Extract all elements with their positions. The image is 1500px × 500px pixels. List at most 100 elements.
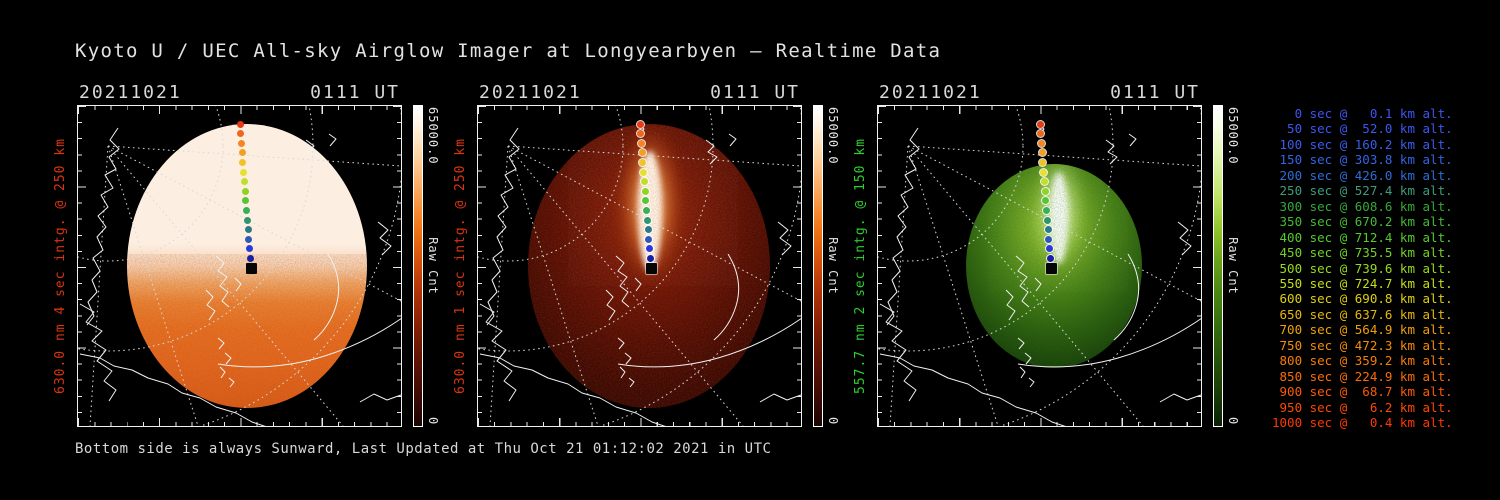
colorbar-title: Raw Cnt xyxy=(1226,237,1240,295)
tick-marks xyxy=(478,418,801,426)
trajectory-dot xyxy=(639,158,647,166)
trajectory-dot xyxy=(1042,197,1050,205)
colorbar-labels: 65000.0 Raw Cnt 0 xyxy=(1226,105,1242,427)
trajectory-dot xyxy=(1043,206,1051,214)
legend-entry: 500 sec @ 739.6 km alt. xyxy=(1272,260,1453,276)
trajectory-dot xyxy=(239,158,247,166)
colorbar xyxy=(813,105,823,427)
trajectory-dot xyxy=(242,197,250,205)
legend: 0 sec @ 0.1 km alt. 50 sec @ 52.0 km alt… xyxy=(1272,106,1453,431)
trajectory-dot xyxy=(1045,235,1053,243)
legend-entry: 350 sec @ 670.2 km alt. xyxy=(1272,214,1453,230)
trajectory-dot xyxy=(1040,178,1048,186)
tick-marks xyxy=(78,106,401,114)
trajectory-dot xyxy=(637,139,645,147)
trajectory-dot xyxy=(646,254,654,262)
wavelength-label: 557.7 nm 2 sec intg. @ 150 km xyxy=(853,138,868,394)
trajectory-dot xyxy=(1046,254,1054,262)
legend-entry: 250 sec @ 527.4 km alt. xyxy=(1272,183,1453,199)
allsky-image-frame xyxy=(877,105,1202,427)
panel-630nm-4sec: 20211021 0111 UT 630.0 nm 4 sec intg. @ … xyxy=(53,82,440,427)
colorbar-max: 65000.0 xyxy=(426,107,440,165)
colorbar-labels: 65000.0 Raw Cnt 0 xyxy=(426,105,442,427)
trajectory-dot xyxy=(1044,226,1052,234)
legend-entry: 850 sec @ 224.9 km alt. xyxy=(1272,368,1453,384)
trajectory-dot xyxy=(240,168,248,176)
allsky-image-frame xyxy=(477,105,802,427)
legend-entry: 450 sec @ 735.5 km alt. xyxy=(1272,245,1453,261)
legend-entry: 200 sec @ 426.0 km alt. xyxy=(1272,167,1453,183)
trajectory-dot xyxy=(637,130,645,138)
colorbar-max: 65000.0 xyxy=(826,107,840,165)
trajectory-dot xyxy=(246,254,254,262)
wavelength-label: 630.0 nm 4 sec intg. @ 250 km xyxy=(53,138,68,394)
trajectory-dot xyxy=(1037,139,1045,147)
tick-marks xyxy=(478,106,486,426)
allsky-image-5577nm-2sec xyxy=(878,106,1201,426)
panel-5577nm-2sec: 20211021 0111 UT 557.7 nm 2 sec intg. @ … xyxy=(853,82,1240,427)
legend-entry: 950 sec @ 6.2 km alt. xyxy=(1272,399,1453,415)
trajectory-dot xyxy=(1040,168,1048,176)
tick-marks xyxy=(878,106,1201,114)
panel-date: 20211021 xyxy=(879,82,982,103)
trajectory-dot xyxy=(636,120,644,128)
tick-marks xyxy=(878,106,886,426)
trajectory-dot xyxy=(1037,130,1045,138)
tick-marks xyxy=(78,418,401,426)
colorbar-min: 0 xyxy=(826,416,840,425)
trajectory-dot xyxy=(640,178,648,186)
legend-entry: 150 sec @ 303.8 km alt. xyxy=(1272,152,1453,168)
trajectory-dot xyxy=(243,206,251,214)
trajectory-dot xyxy=(245,235,253,243)
trajectory-dot xyxy=(244,226,252,234)
station-marker xyxy=(1045,262,1057,274)
trajectory-overlay xyxy=(478,106,801,426)
tick-marks xyxy=(1193,106,1201,426)
station-marker xyxy=(245,262,257,274)
trajectory-dot xyxy=(1043,216,1051,224)
station-marker xyxy=(645,262,657,274)
page-title: Kyoto U / UEC All-sky Airglow Imager at … xyxy=(75,40,942,62)
colorbar-title: Raw Cnt xyxy=(426,237,440,295)
legend-entry: 900 sec @ 68.7 km alt. xyxy=(1272,384,1453,400)
trajectory-dot xyxy=(644,226,652,234)
colorbar-min: 0 xyxy=(1226,416,1240,425)
panel-date: 20211021 xyxy=(479,82,582,103)
trajectory-dot xyxy=(238,149,246,157)
panel-time: 0111 UT xyxy=(710,82,800,103)
legend-entry: 700 sec @ 564.9 km alt. xyxy=(1272,322,1453,338)
trajectory-dot xyxy=(642,197,650,205)
tick-marks xyxy=(393,106,401,426)
trajectory-dot xyxy=(236,120,244,128)
trajectory-overlay xyxy=(78,106,401,426)
legend-entry: 550 sec @ 724.7 km alt. xyxy=(1272,275,1453,291)
trajectory-dot xyxy=(643,206,651,214)
panel-time: 0111 UT xyxy=(1110,82,1200,103)
trajectory-dot xyxy=(243,216,251,224)
colorbar-title: Raw Cnt xyxy=(826,237,840,295)
legend-entry: 400 sec @ 712.4 km alt. xyxy=(1272,229,1453,245)
panel-time: 0111 UT xyxy=(310,82,400,103)
colorbar-min: 0 xyxy=(426,416,440,425)
allsky-image-frame xyxy=(77,105,402,427)
colorbar xyxy=(1213,105,1223,427)
legend-entry: 50 sec @ 52.0 km alt. xyxy=(1272,121,1453,137)
trajectory-dot xyxy=(1041,187,1049,195)
tick-marks xyxy=(793,106,801,426)
trajectory-dot xyxy=(240,178,248,186)
legend-entry: 800 sec @ 359.2 km alt. xyxy=(1272,353,1453,369)
legend-entry: 750 sec @ 472.3 km alt. xyxy=(1272,337,1453,353)
trajectory-dot xyxy=(641,187,649,195)
legend-entry: 600 sec @ 690.8 km alt. xyxy=(1272,291,1453,307)
tick-marks xyxy=(478,106,801,114)
legend-entry: 0 sec @ 0.1 km alt. xyxy=(1272,106,1453,121)
trajectory-dot xyxy=(1046,245,1054,253)
tick-marks xyxy=(78,106,86,426)
legend-entry: 1000 sec @ 0.4 km alt. xyxy=(1272,415,1453,431)
legend-entry: 100 sec @ 160.2 km alt. xyxy=(1272,136,1453,152)
wavelength-label: 630.0 nm 1 sec intg. @ 250 km xyxy=(453,138,468,394)
legend-entry: 300 sec @ 608.6 km alt. xyxy=(1272,198,1453,214)
trajectory-dot xyxy=(237,139,245,147)
trajectory-dot xyxy=(646,245,654,253)
